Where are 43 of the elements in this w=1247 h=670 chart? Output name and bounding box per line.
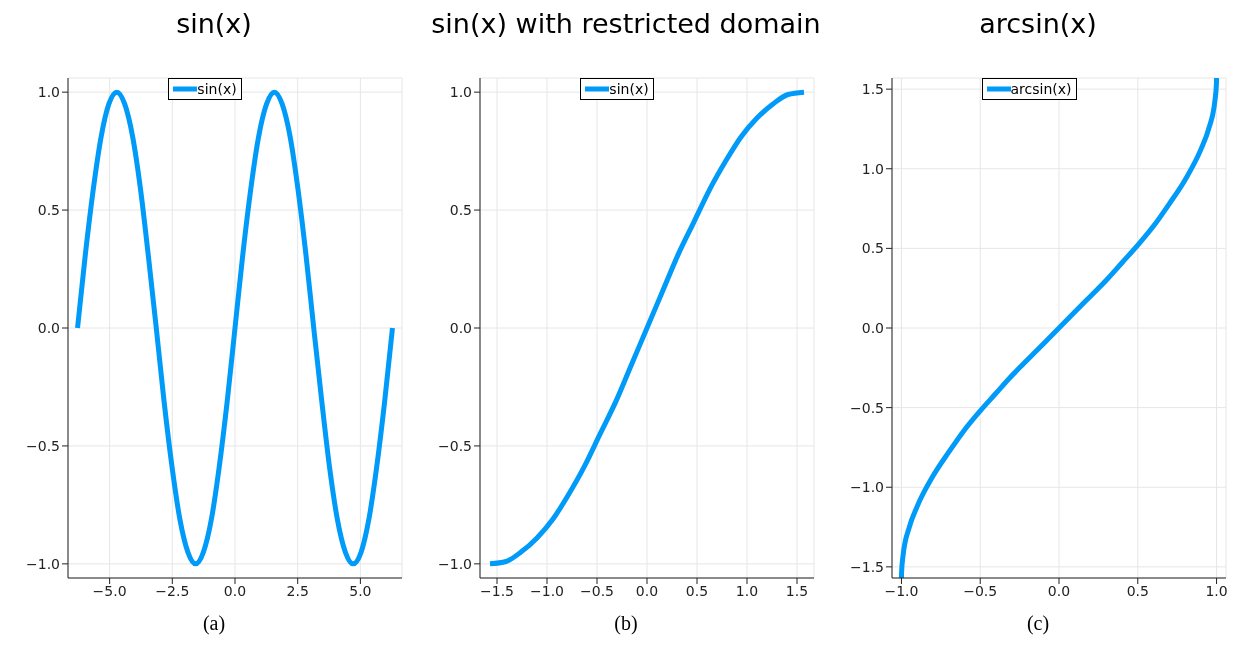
y-tick-label: 0.0 bbox=[861, 319, 884, 336]
y-tick-label: −1.5 bbox=[850, 558, 884, 575]
x-tick-label: −0.5 bbox=[963, 582, 998, 599]
y-tick-label: −0.5 bbox=[438, 437, 472, 454]
x-tick-label: 1.0 bbox=[1205, 582, 1228, 599]
x-tick-label: −1.0 bbox=[884, 582, 919, 599]
y-tick-label: −0.5 bbox=[850, 399, 884, 416]
y-tick-label: 1.0 bbox=[37, 84, 60, 101]
chart-title: sin(x) with restricted domain bbox=[431, 8, 821, 41]
x-tick-label: 0.0 bbox=[223, 582, 247, 599]
y-tick-label: 1.0 bbox=[449, 84, 472, 101]
x-tick-label: −2.5 bbox=[155, 582, 190, 599]
x-tick-label: 0.5 bbox=[1126, 582, 1149, 599]
y-tick-label: 1.5 bbox=[861, 81, 884, 98]
y-tick-label: −1.0 bbox=[850, 479, 884, 496]
legend-label: sin(x) bbox=[608, 81, 649, 97]
x-tick-label: 1.0 bbox=[735, 582, 759, 599]
x-tick-label: −1.5 bbox=[480, 582, 514, 599]
y-tick-label: 0.5 bbox=[861, 240, 884, 257]
x-tick-label: 5.0 bbox=[349, 582, 372, 599]
text: (b) bbox=[614, 612, 638, 635]
y-tick-label: 0.5 bbox=[449, 202, 472, 219]
x-tick-label: 0.0 bbox=[635, 582, 659, 599]
legend-label: arcsin(x) bbox=[1009, 81, 1072, 97]
y-tick-label: −1.0 bbox=[438, 555, 472, 572]
x-tick-label: 0.5 bbox=[685, 582, 709, 599]
y-tick-label: 0.0 bbox=[449, 319, 472, 336]
legend-label: sin(x) bbox=[196, 81, 237, 97]
x-tick-label: 0.0 bbox=[1047, 582, 1071, 599]
y-tick-label: 0.0 bbox=[37, 319, 60, 336]
x-tick-label: −5.0 bbox=[92, 582, 127, 599]
y-tick-label: −1.0 bbox=[26, 555, 60, 572]
x-tick-label: 1.5 bbox=[785, 582, 809, 599]
text: (c) bbox=[1026, 612, 1050, 635]
y-tick-label: −0.5 bbox=[26, 437, 60, 454]
chart-title: sin(x) bbox=[176, 8, 252, 41]
x-tick-label: −0.5 bbox=[580, 582, 614, 599]
text: (a) bbox=[202, 612, 226, 635]
y-tick-label: 0.5 bbox=[37, 202, 60, 219]
y-tick-label: 1.0 bbox=[861, 160, 884, 177]
chart-title: arcsin(x) bbox=[979, 8, 1097, 41]
x-tick-label: 2.5 bbox=[286, 582, 309, 599]
x-tick-label: −1.0 bbox=[530, 582, 564, 599]
